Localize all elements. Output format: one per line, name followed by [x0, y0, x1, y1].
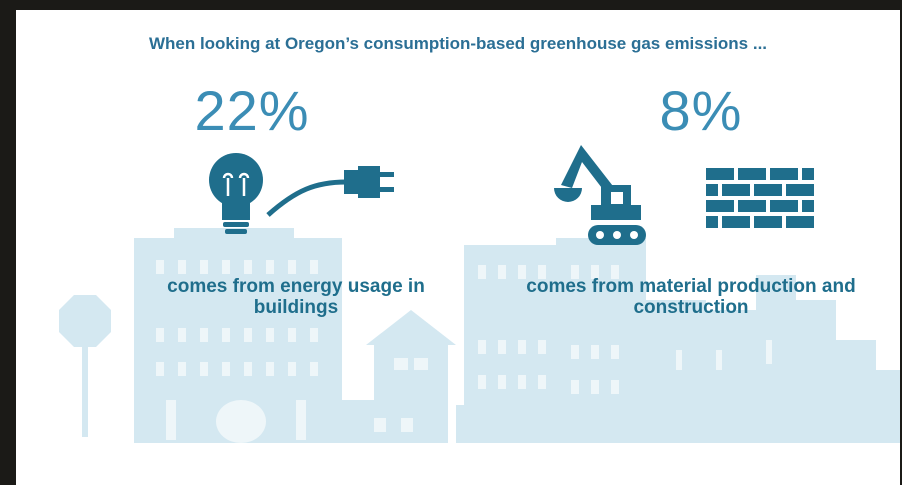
light-bulb-icon: [209, 153, 263, 234]
excavator-icon: [554, 145, 646, 245]
stat-value: 8%: [601, 78, 801, 143]
stat-caption: comes from energy usage in buildings: [131, 276, 461, 318]
stat-value: 22%: [152, 78, 352, 143]
stat-caption: comes from material production and const…: [526, 276, 856, 318]
title: When looking at Oregon’s consumption-bas…: [16, 34, 900, 54]
infographic: When looking at Oregon’s consumption-bas…: [16, 10, 900, 485]
plug-icon: [268, 166, 394, 215]
page: {"header": {"title": "When looking at Or…: [0, 0, 902, 485]
brick-wall-icon: [706, 168, 814, 228]
